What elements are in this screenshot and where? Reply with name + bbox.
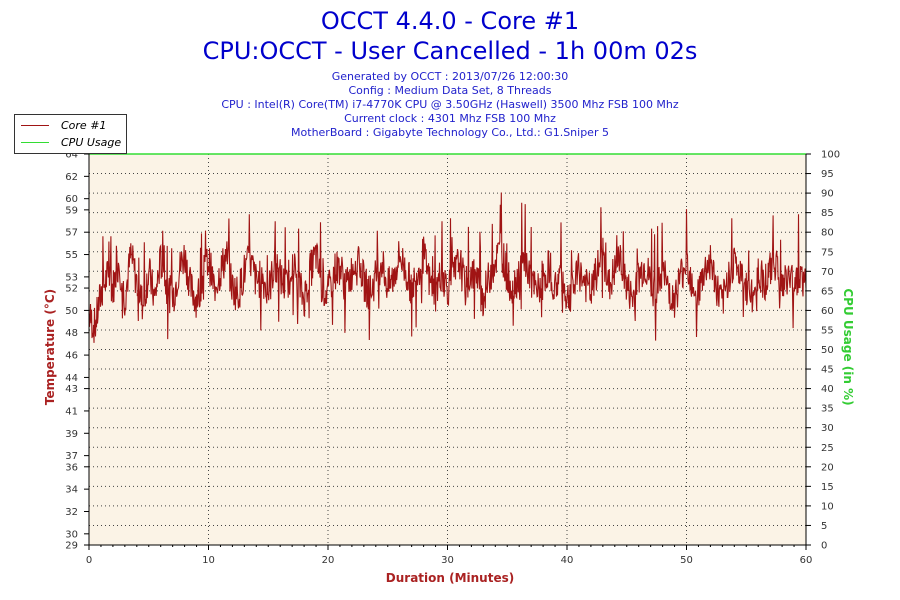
- y-tick-label-right: 55: [821, 325, 834, 336]
- y-tick-label-left: 44: [65, 373, 78, 384]
- y-tick-label-right: 20: [821, 462, 834, 473]
- y-tick-label-right: 0: [821, 541, 827, 552]
- x-tick-label: 10: [202, 555, 215, 566]
- y-tick-label-left: 57: [65, 228, 78, 239]
- info-motherboard: MotherBoard : Gigabyte Technology Co., L…: [291, 126, 609, 139]
- x-tick-label: 40: [561, 555, 574, 566]
- legend-label-cpu-usage: CPU Usage: [61, 135, 122, 149]
- x-tick-label: 20: [322, 555, 335, 566]
- y-axis-label-temperature: Temperature (°C): [43, 288, 57, 406]
- chart-title: OCCT 4.4.0 - Core #1: [320, 7, 580, 35]
- x-tick-label: 30: [441, 555, 454, 566]
- legend-label-core: Core #1: [61, 118, 107, 132]
- y-tick-label-left: 55: [65, 250, 78, 261]
- legend: Core #1 CPU Usage: [14, 114, 127, 154]
- y-tick-label-left: 62: [65, 172, 78, 183]
- y-tick-label-right: 5: [821, 521, 827, 532]
- y-tick-label-right: 50: [821, 345, 834, 356]
- legend-item-core: Core #1: [21, 117, 106, 133]
- y-tick-label-right: 10: [821, 501, 834, 512]
- y-tick-label-left: 52: [65, 284, 78, 295]
- series-core-1-line: [88, 192, 807, 343]
- y-axis-label-cpu-usage: CPU Usage (in %): [841, 288, 855, 406]
- y-tick-label-left: 48: [65, 328, 78, 339]
- y-tick-label-right: 100: [821, 150, 840, 161]
- y-tick-label-left: 29: [65, 541, 78, 552]
- y-tick-label-right: 90: [821, 189, 834, 200]
- x-axis-label: Duration (Minutes): [385, 571, 515, 585]
- y-tick-label-left: 32: [65, 507, 78, 518]
- y-tick-label-left: 59: [65, 205, 78, 216]
- y-tick-label-left: 30: [65, 529, 78, 540]
- y-tick-label-left: 41: [65, 406, 78, 417]
- y-tick-label-left: 60: [65, 194, 78, 205]
- y-tick-label-right: 95: [821, 169, 834, 180]
- info-generated: Generated by OCCT : 2013/07/26 12:00:30: [331, 70, 569, 83]
- y-tick-label-right: 75: [821, 247, 834, 258]
- y-tick-label-left: 50: [65, 306, 78, 317]
- info-cpu: CPU : Intel(R) Core(TM) i7-4770K CPU @ 3…: [221, 98, 679, 111]
- y-tick-label-right: 65: [821, 286, 834, 297]
- y-tick-label-left: 37: [65, 451, 78, 462]
- y-tick-label-right: 60: [821, 306, 834, 317]
- info-config: Config : Medium Data Set, 8 Threads: [348, 84, 552, 97]
- x-tick-label: 50: [680, 555, 693, 566]
- y-tick-label-right: 15: [821, 482, 834, 493]
- y-tick-label-left: 53: [65, 272, 78, 283]
- y-tick-label-right: 25: [821, 443, 834, 454]
- legend-swatch-core: [21, 124, 49, 126]
- x-tick-label: 60: [800, 555, 813, 566]
- y-tick-label-right: 85: [821, 208, 834, 219]
- y-tick-label-left: 64: [65, 150, 78, 161]
- y-tick-label-right: 45: [821, 365, 834, 376]
- y-tick-label-right: 70: [821, 267, 834, 278]
- y-tick-label-left: 46: [65, 351, 78, 362]
- y-tick-label-left: 43: [65, 384, 78, 395]
- y-tick-label-right: 30: [821, 423, 834, 434]
- y-tick-label-left: 39: [65, 429, 78, 440]
- y-tick-label-left: 36: [65, 462, 78, 473]
- legend-item-cpu-usage: CPU Usage: [21, 134, 121, 150]
- y-tick-label-right: 35: [821, 404, 834, 415]
- x-tick-label: 0: [86, 555, 92, 566]
- y-tick-label-right: 80: [821, 228, 834, 239]
- info-clock: Current clock : 4301 Mhz FSB 100 Mhz: [344, 112, 556, 125]
- legend-swatch-cpu-usage: [21, 141, 49, 143]
- y-tick-label-right: 40: [821, 384, 834, 395]
- y-tick-label-left: 34: [65, 485, 78, 496]
- chart-subtitle: CPU:OCCT - User Cancelled - 1h 00m 02s: [202, 37, 698, 65]
